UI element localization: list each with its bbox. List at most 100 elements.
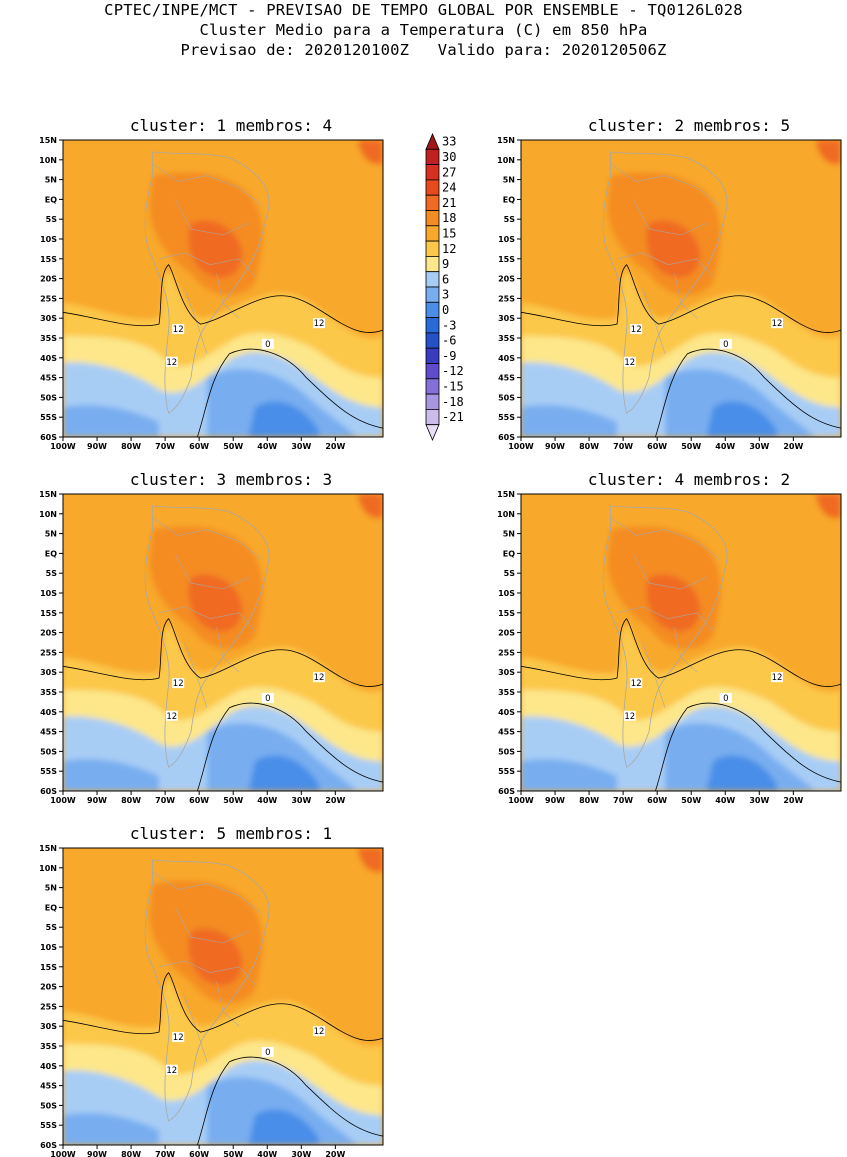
lat-tick-label: 15S [498, 609, 515, 618]
lat-tick-label: 60S [498, 433, 515, 442]
lat-tick-label: 5N [45, 530, 57, 539]
coastline [144, 859, 270, 1122]
coastline [602, 151, 728, 414]
colorbar-segment [425, 179, 440, 196]
contour-label: 0 [723, 340, 728, 350]
colorbar-label: 21 [442, 196, 456, 210]
contour-label: 12 [173, 325, 184, 335]
colorbar-segment [425, 271, 440, 288]
lat-tick-label: 40S [498, 708, 515, 717]
lat-tick-label: 30S [498, 314, 515, 323]
panel-title: cluster: 3 membros: 3 [130, 470, 332, 489]
panel-frame [62, 847, 384, 1146]
lat-tick-label: 15S [40, 255, 57, 264]
lon-tick-label: 20W [325, 442, 345, 451]
lon-tick-label: 60W [189, 1150, 209, 1157]
colorbar-label: -12 [442, 364, 464, 378]
lon-tick-label: 40W [257, 442, 277, 451]
lat-tick-label: 35S [498, 334, 515, 343]
panel-frame [62, 139, 384, 438]
header-subtitle: Cluster Medio para a Temperatura (C) em … [199, 21, 648, 39]
lon-tick-label: 60W [189, 796, 209, 805]
colorbar-label: 18 [442, 211, 456, 225]
lat-tick-label: 5N [503, 530, 515, 539]
lat-tick-label: 5N [45, 176, 57, 185]
header-title: CPTEC/INPE/MCT - PREVISAO DE TEMPO GLOBA… [104, 1, 743, 19]
country-borders [610, 163, 720, 354]
colorbar-label: 0 [442, 303, 449, 317]
lon-tick-label: 70W [613, 796, 633, 805]
lat-tick-label: 55S [40, 413, 57, 422]
country-borders [152, 871, 262, 1062]
lat-tick-label: 50S [498, 393, 515, 402]
lat-tick-label: 5S [46, 923, 58, 932]
lat-tick-label: 20S [40, 275, 57, 284]
colorbar-label: -3 [442, 318, 456, 332]
colorbar-segment [425, 301, 440, 318]
panel-title: cluster: 2 membros: 5 [588, 116, 790, 135]
lat-tick-label: 45S [40, 374, 57, 383]
colorbar-segment [425, 363, 440, 380]
map-panel: 12 12 12 0 cluster: 2 membros: 5 15N 10N 5N EQ 5S… [497, 116, 842, 451]
lat-tick-label: 55S [498, 413, 515, 422]
lat-tick-label: 45S [40, 1082, 57, 1091]
map-panel: 12 12 12 0 cluster: 3 membros: 3 15N 10N 5N EQ 5S… [39, 470, 384, 805]
colorbar-label: 24 [442, 181, 456, 195]
lat-tick-label: 10S [498, 235, 515, 244]
colorbar-label: -6 [442, 334, 456, 348]
lat-tick-label: EQ [45, 195, 57, 204]
lat-tick-label: 15N [39, 490, 57, 499]
lat-tick-label: 40S [40, 1062, 57, 1071]
lon-tick-label: 40W [715, 796, 735, 805]
lat-tick-label: 45S [498, 374, 515, 383]
contour-label: 12 [624, 712, 635, 722]
lon-tick-label: 80W [579, 442, 599, 451]
coastline [144, 505, 270, 768]
colorbar-label: 33 [442, 135, 456, 149]
colorbar-segment [425, 240, 440, 257]
panel-title: cluster: 5 membros: 1 [130, 824, 332, 843]
lon-tick-label: 100W [50, 442, 76, 451]
contour-0 [655, 348, 841, 437]
panel-frame [520, 139, 842, 438]
contour-label: 12 [772, 673, 783, 683]
temperature-field [63, 848, 383, 1145]
lon-tick-label: 50W [223, 1150, 243, 1157]
map-panel: 12 12 12 0 cluster: 5 membros: 1 15N 10N 5N EQ 5S… [39, 824, 384, 1157]
colorbar-label: 15 [442, 226, 456, 240]
lat-tick-label: 50S [40, 747, 57, 756]
lat-tick-label: 5S [46, 569, 58, 578]
lon-tick-label: 20W [325, 796, 345, 805]
lat-tick-label: 15S [40, 609, 57, 618]
lat-tick-label: 10S [40, 943, 57, 952]
lat-tick-label: 30S [40, 1022, 57, 1031]
colorbar-segment [425, 393, 440, 410]
panel-title: cluster: 4 membros: 2 [588, 470, 790, 489]
lat-tick-label: EQ [45, 903, 57, 912]
contour-label: 12 [166, 712, 177, 722]
lon-tick-label: 90W [87, 1150, 107, 1157]
lon-tick-label: 30W [749, 796, 769, 805]
contour-12 [521, 618, 841, 687]
lon-tick-label: 30W [291, 796, 311, 805]
lat-tick-label: 55S [498, 767, 515, 776]
lat-tick-label: 30S [40, 668, 57, 677]
lat-tick-label: 10S [498, 589, 515, 598]
lat-tick-label: 10S [40, 235, 57, 244]
lat-tick-label: 10N [497, 156, 515, 165]
lat-tick-label: 40S [498, 354, 515, 363]
panel-frame [62, 493, 384, 792]
lat-tick-label: 35S [40, 1042, 57, 1051]
contour-label: 12 [166, 1066, 177, 1076]
lon-tick-label: 80W [579, 796, 599, 805]
lon-tick-label: 90W [545, 442, 565, 451]
contour-label: 12 [173, 679, 184, 689]
colorbar-label: 9 [442, 257, 449, 271]
lon-tick-label: 80W [121, 1150, 141, 1157]
colorbar-segment [425, 225, 440, 242]
lon-tick-label: 40W [257, 1150, 277, 1157]
contour-label: 12 [166, 358, 177, 368]
lat-tick-label: 10N [39, 156, 57, 165]
contour-12 [63, 972, 383, 1041]
lat-tick-label: 40S [40, 354, 57, 363]
